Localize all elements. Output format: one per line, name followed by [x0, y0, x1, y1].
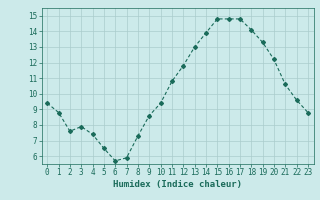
X-axis label: Humidex (Indice chaleur): Humidex (Indice chaleur)	[113, 180, 242, 189]
